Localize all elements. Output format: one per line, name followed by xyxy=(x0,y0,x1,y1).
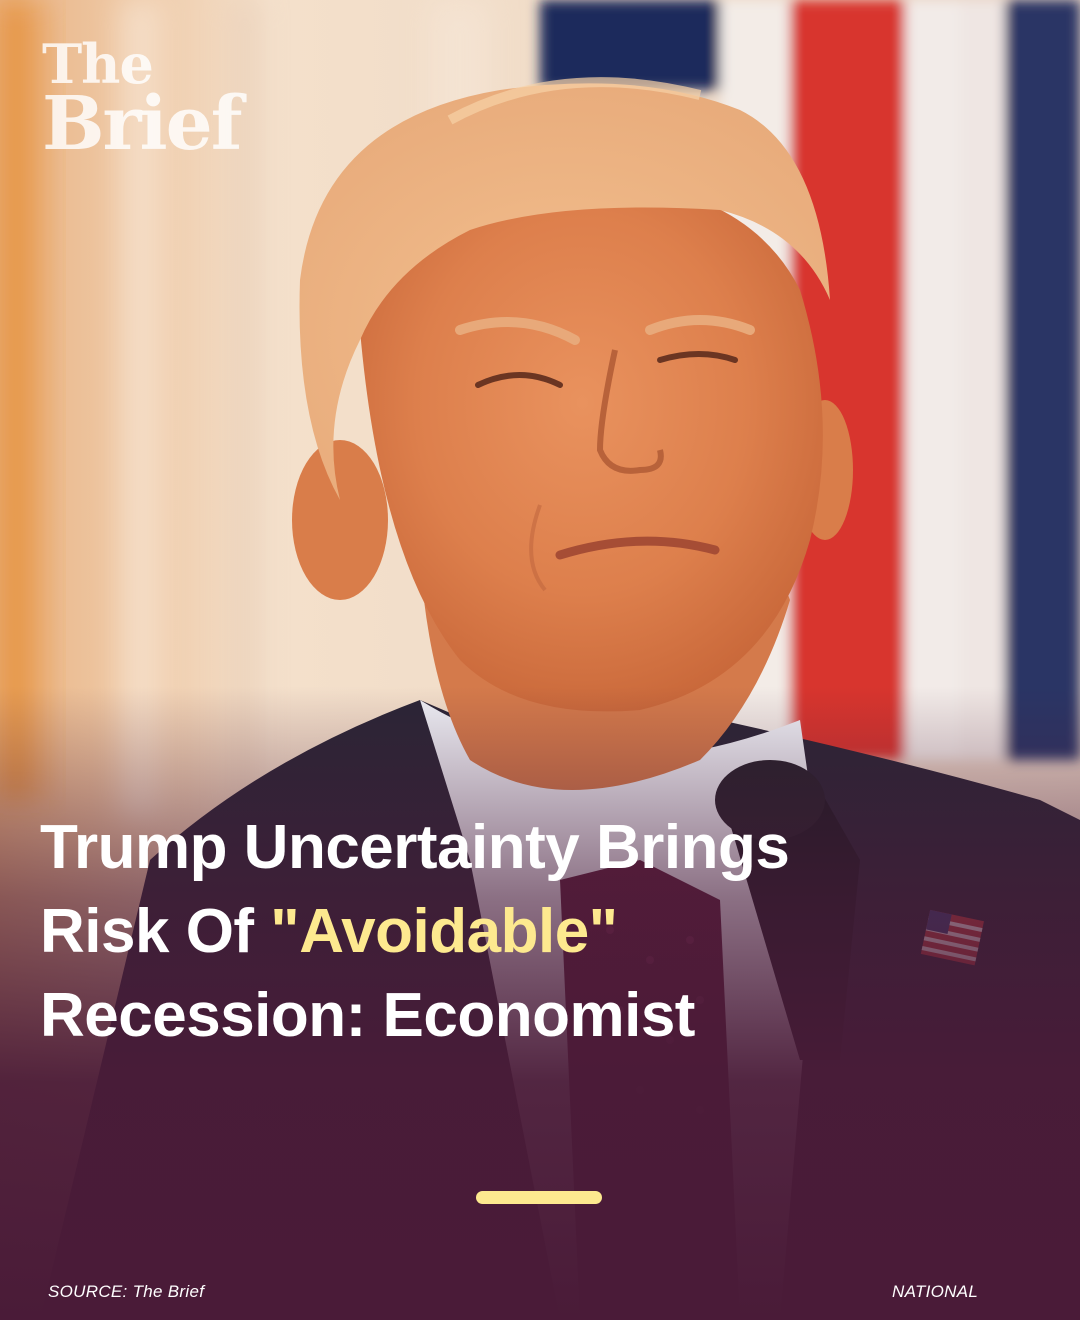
brand-logo: The Brief xyxy=(42,32,243,167)
headline-line-2-prefix: Risk Of xyxy=(40,897,271,966)
logo-line-2: Brief xyxy=(42,80,243,167)
headline: Trump Uncertainty Brings Risk Of "Avoida… xyxy=(40,806,1000,1058)
source-credit: SOURCE: The Brief xyxy=(48,1282,205,1301)
category-label: NATIONAL xyxy=(892,1282,979,1301)
headline-line-3: Recession: Economist xyxy=(40,981,695,1050)
headline-line-1: Trump Uncertainty Brings xyxy=(40,813,790,882)
accent-bar xyxy=(476,1191,602,1204)
logo-line-1: The xyxy=(42,32,154,96)
headline-highlight: "Avoidable" xyxy=(270,897,618,966)
